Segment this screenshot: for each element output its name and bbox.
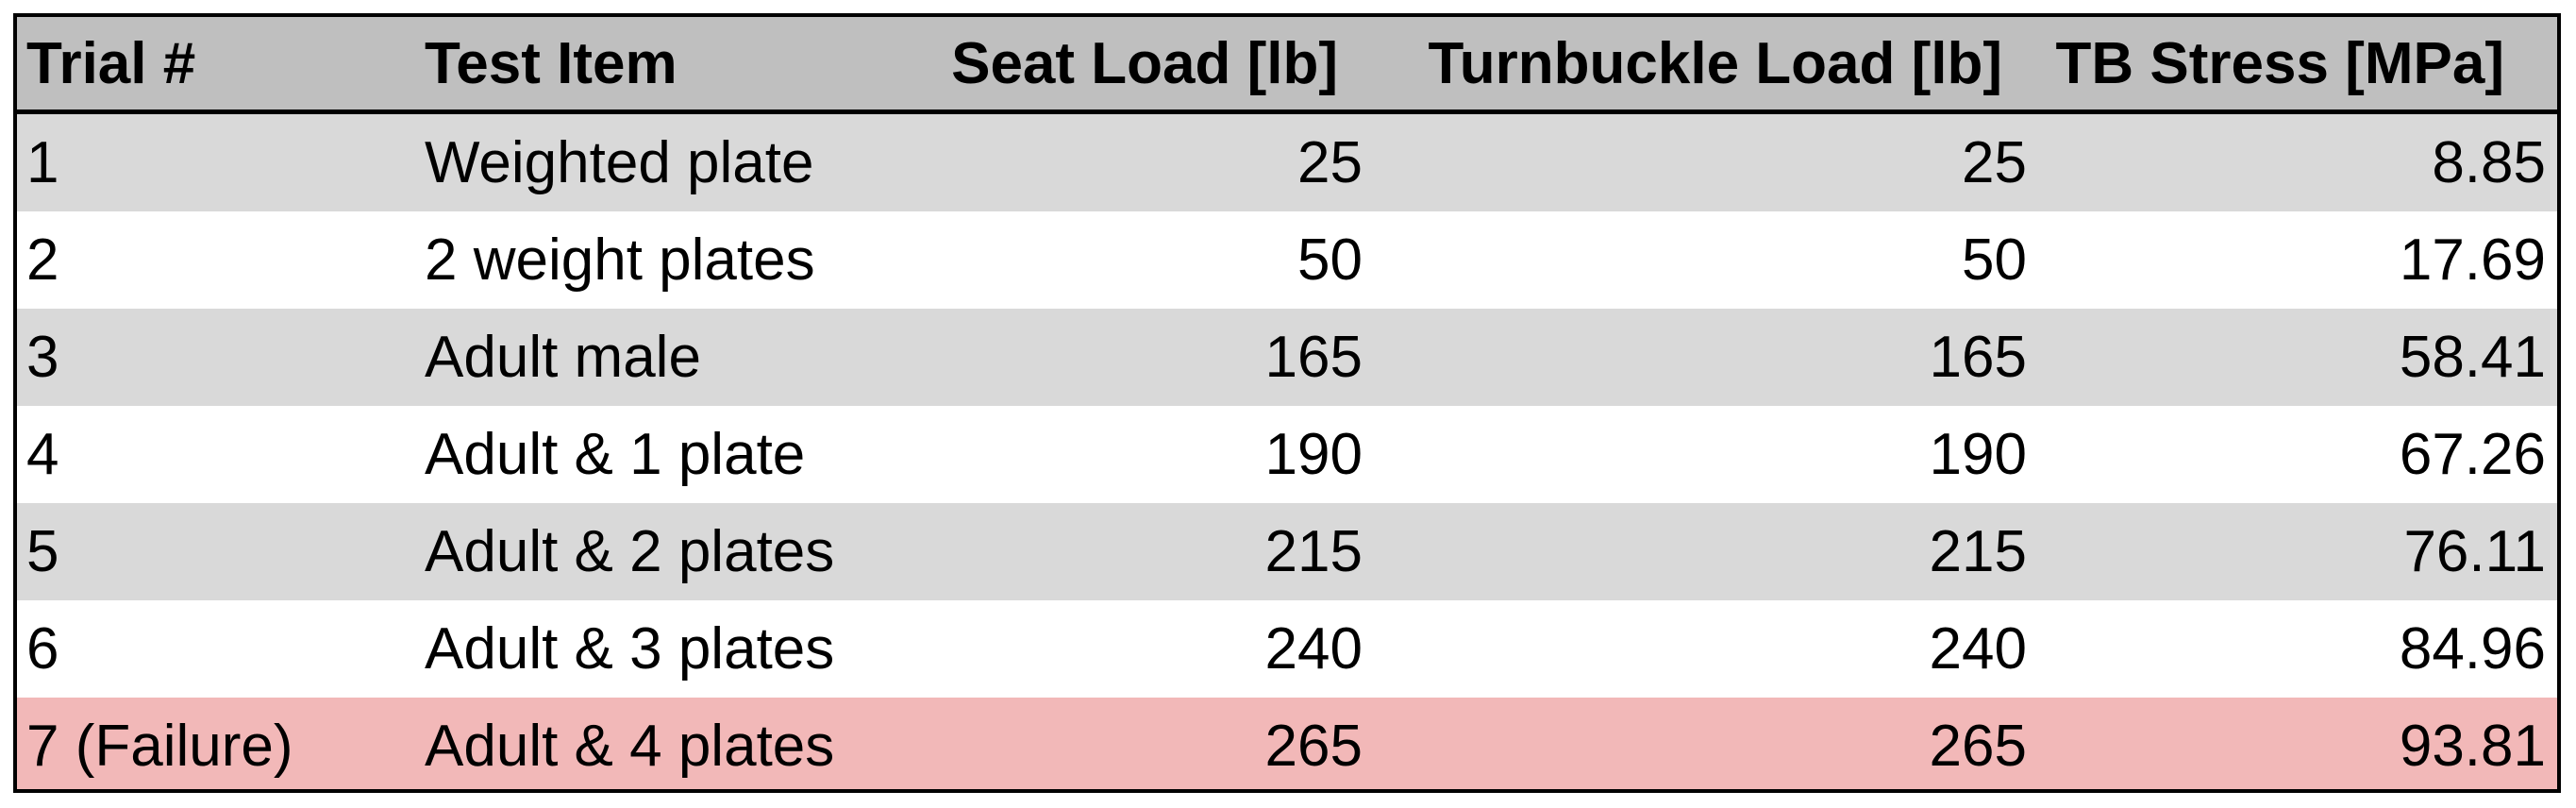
header-seat-load: Seat Load [lb] [951,30,1338,96]
cell-test-item: Adult & 1 plate [425,422,806,487]
table-row: 2 2 weight plates 50 50 17.69 [17,211,2557,309]
header-test-item: Test Item [425,30,677,96]
cell-seat-load: 265 [1264,714,1363,779]
cell-turnbuckle-load: 265 [1929,714,2027,779]
cell-seat-load: 215 [1264,519,1363,584]
cell-turnbuckle-load: 50 [1962,227,2027,293]
cell-tb-stress: 76.11 [2403,519,2546,584]
data-table: Trial # Test Item Seat Load [lb] Turnbuc… [13,13,2561,793]
cell-test-item: Adult & 4 plates [425,714,835,779]
header-turnbuckle-load: Turnbuckle Load [lb] [1428,30,2003,96]
cell-trial: 5 [26,519,59,584]
table-row: 5 Adult & 2 plates 215 215 76.11 [17,503,2557,600]
cell-turnbuckle-load: 165 [1929,325,2027,390]
cell-test-item: Weighted plate [425,130,814,195]
table-row: 4 Adult & 1 plate 190 190 67.26 [17,406,2557,503]
cell-tb-stress: 84.96 [2399,616,2546,682]
table-header-row: Trial # Test Item Seat Load [lb] Turnbuc… [17,17,2557,114]
table-row: 6 Adult & 3 plates 240 240 84.96 [17,600,2557,698]
cell-tb-stress: 93.81 [2399,714,2546,779]
cell-seat-load: 50 [1297,227,1363,293]
cell-turnbuckle-load: 215 [1929,519,2027,584]
cell-tb-stress: 8.85 [2432,130,2546,195]
cell-trial: 3 [26,325,59,390]
cell-test-item: Adult male [425,325,701,390]
table-row-failure: 7 (Failure) Adult & 4 plates 265 265 93.… [17,698,2557,789]
cell-seat-load: 240 [1264,616,1363,682]
cell-trial: 6 [26,616,59,682]
cell-trial: 4 [26,422,59,487]
cell-seat-load: 165 [1264,325,1363,390]
header-trial: Trial # [26,30,196,96]
table-row: 3 Adult male 165 165 58.41 [17,309,2557,406]
cell-tb-stress: 17.69 [2399,227,2546,293]
cell-trial: 7 (Failure) [26,714,293,779]
header-tb-stress: TB Stress [MPa] [2055,30,2504,96]
cell-tb-stress: 67.26 [2399,422,2546,487]
cell-trial: 1 [26,130,59,195]
cell-turnbuckle-load: 240 [1929,616,2027,682]
cell-test-item: 2 weight plates [425,227,815,293]
cell-tb-stress: 58.41 [2399,325,2546,390]
cell-test-item: Adult & 2 plates [425,519,835,584]
cell-turnbuckle-load: 25 [1962,130,2027,195]
table-row: 1 Weighted plate 25 25 8.85 [17,114,2557,211]
cell-trial: 2 [26,227,59,293]
cell-turnbuckle-load: 190 [1929,422,2027,487]
cell-seat-load: 25 [1297,130,1363,195]
cell-seat-load: 190 [1264,422,1363,487]
cell-test-item: Adult & 3 plates [425,616,835,682]
